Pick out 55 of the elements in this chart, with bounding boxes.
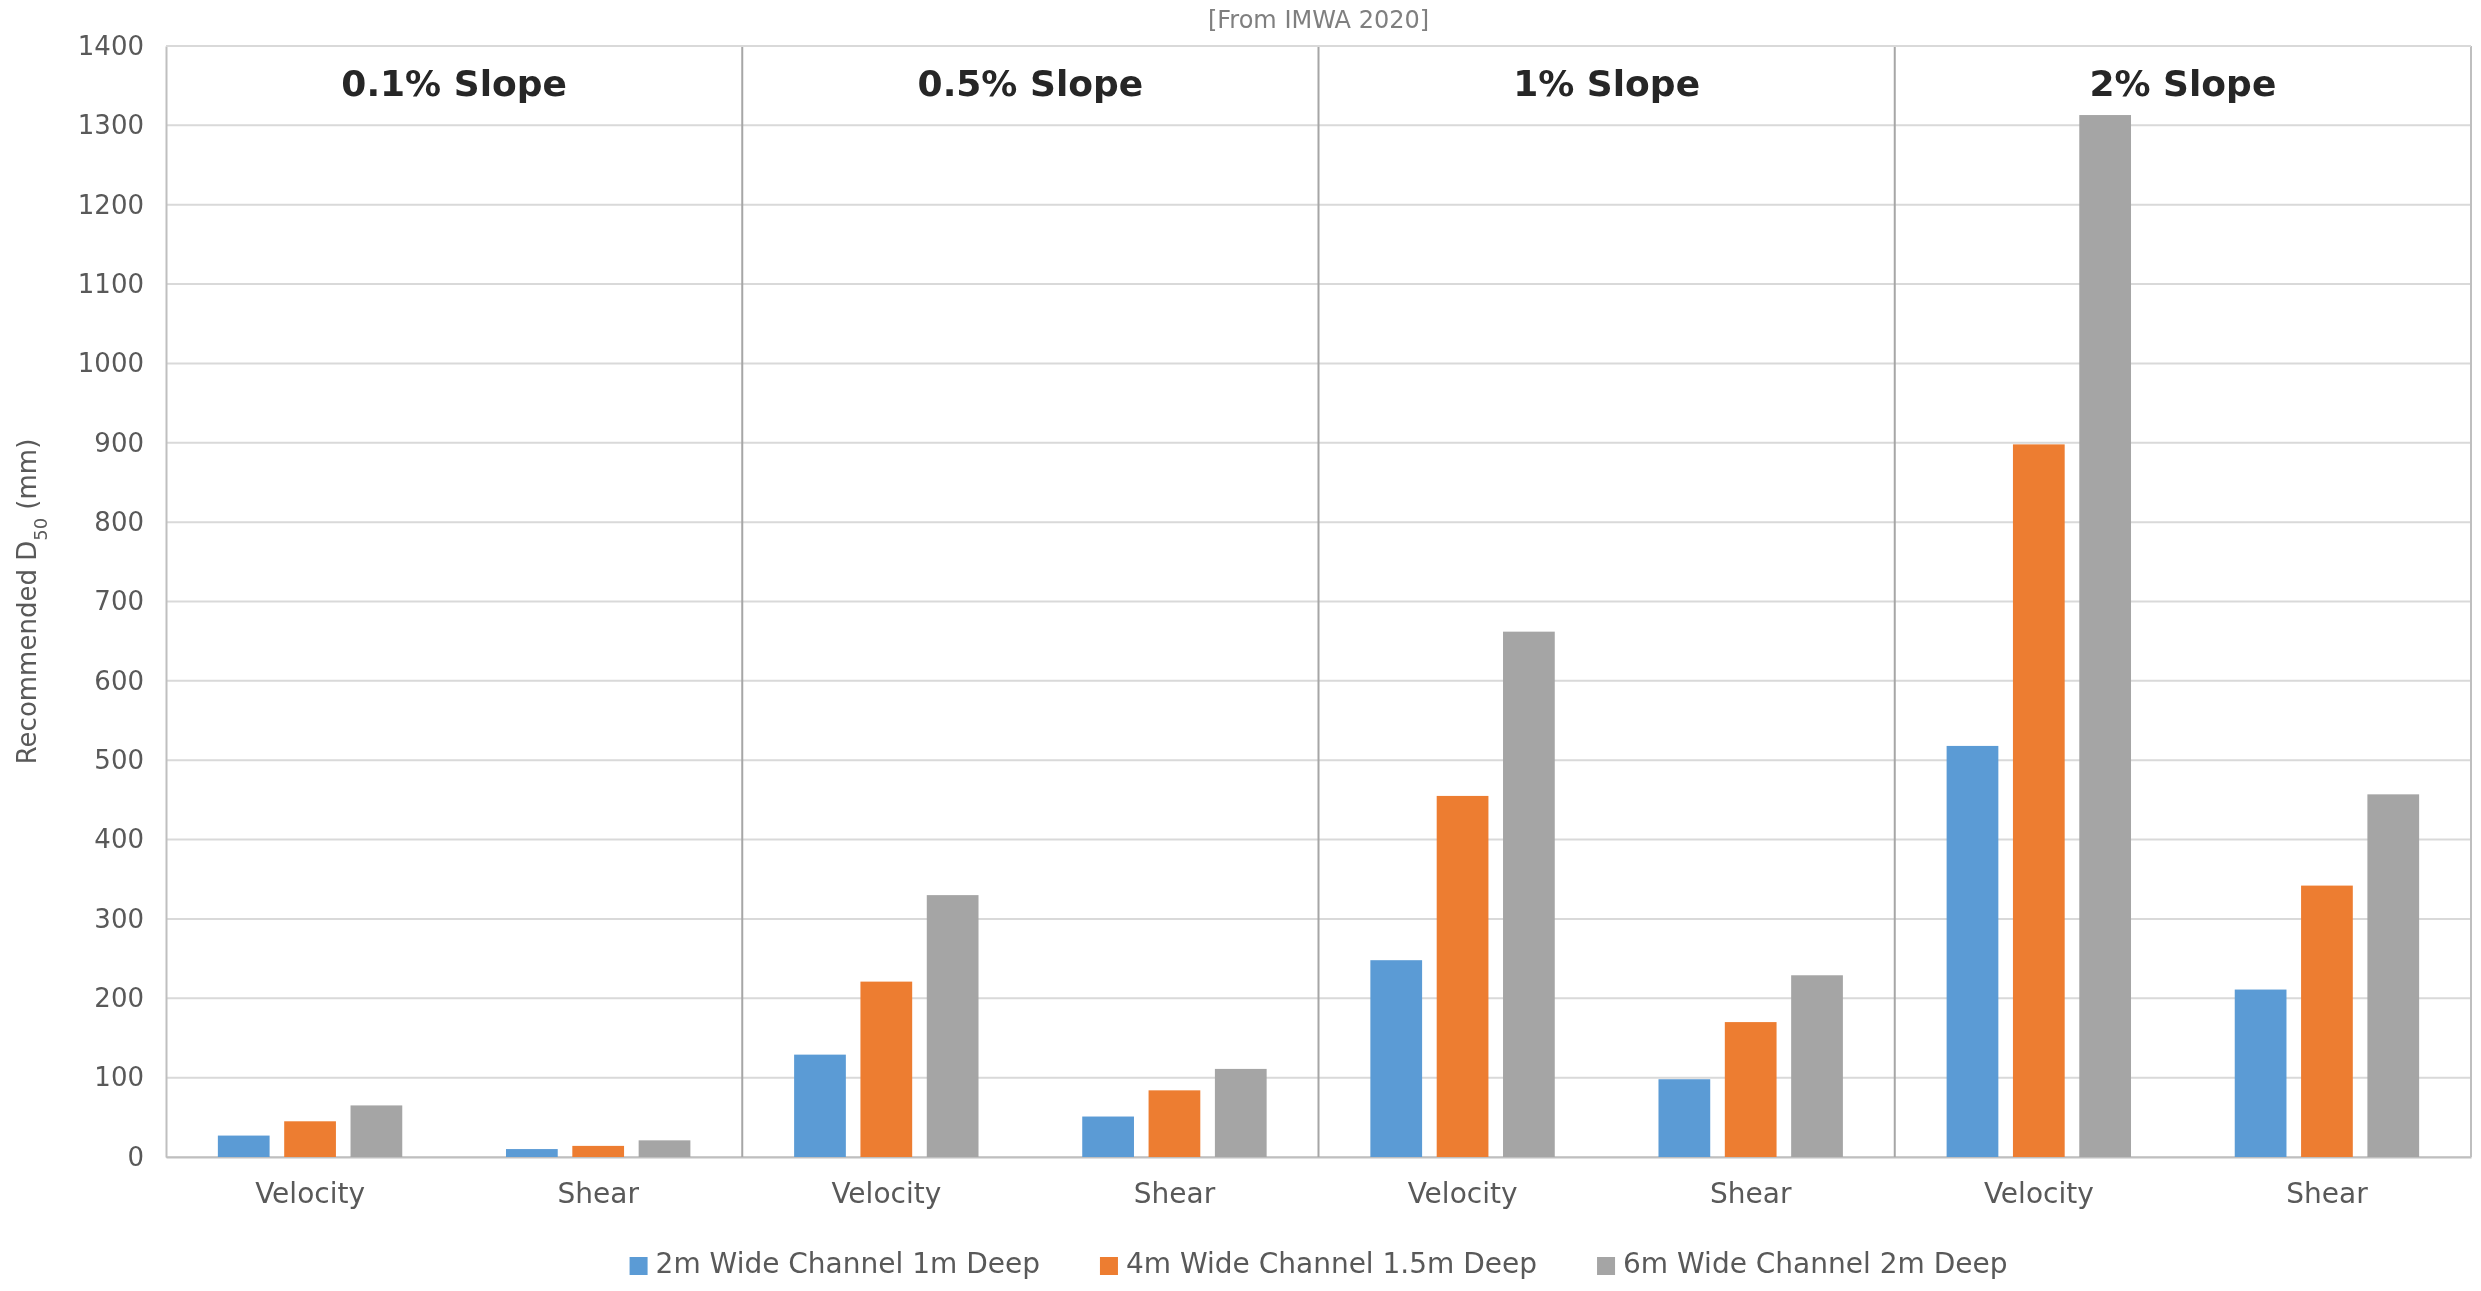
x-tick-label: Velocity bbox=[1983, 1176, 2094, 1210]
y-tick-label: 900 bbox=[94, 427, 144, 458]
x-tick-label: Shear bbox=[1709, 1176, 1792, 1210]
y-tick-label: 500 bbox=[94, 745, 144, 776]
bar bbox=[2012, 444, 2065, 1157]
legend-label: 6m Wide Channel 2m Deep bbox=[1623, 1247, 2008, 1280]
x-tick-label: Shear bbox=[557, 1176, 640, 1210]
x-tick-label: Shear bbox=[1133, 1176, 1216, 1210]
bar bbox=[2079, 115, 2132, 1157]
bar bbox=[926, 895, 979, 1157]
annotation: 0.5% Slope bbox=[917, 63, 1144, 104]
bar bbox=[284, 1121, 336, 1157]
bar bbox=[1148, 1090, 1201, 1157]
annotation: 0.1% Slope bbox=[341, 63, 567, 104]
y-tick-label: 1000 bbox=[77, 348, 144, 379]
text: [From IMWA 2020] bbox=[1207, 6, 1430, 34]
bar bbox=[217, 1135, 270, 1157]
y-tick-label: 1300 bbox=[77, 110, 144, 141]
y-tick-label: 100 bbox=[94, 1062, 144, 1093]
y-tick-label: 600 bbox=[94, 665, 144, 696]
bar bbox=[1658, 1079, 1711, 1157]
bar bbox=[1724, 1022, 1777, 1157]
y-tick-label: 800 bbox=[94, 506, 144, 537]
bar bbox=[794, 1054, 846, 1157]
bar bbox=[1503, 631, 1555, 1157]
y-tick-label: 1100 bbox=[77, 268, 144, 299]
bar bbox=[505, 1149, 558, 1157]
y-tick-label: 200 bbox=[94, 983, 144, 1014]
bar bbox=[1436, 795, 1489, 1157]
bar bbox=[1791, 975, 1843, 1157]
bar bbox=[860, 981, 913, 1157]
bar bbox=[2301, 885, 2353, 1157]
y-tick-label: 1200 bbox=[77, 189, 144, 220]
x-tick-label: Velocity bbox=[1407, 1176, 1518, 1210]
bar bbox=[350, 1105, 403, 1157]
legend-label: 2m Wide Channel 1m Deep bbox=[655, 1247, 1040, 1280]
bar bbox=[1370, 960, 1423, 1157]
x-tick-label: Velocity bbox=[255, 1176, 365, 1210]
x-tick-label: Shear bbox=[2286, 1176, 2369, 1210]
y-tick-label: 1400 bbox=[77, 30, 144, 61]
x-tick-label: Velocity bbox=[831, 1176, 942, 1210]
bar bbox=[638, 1140, 691, 1157]
y-tick-label: 700 bbox=[94, 586, 144, 617]
y-tick-label: 0 bbox=[127, 1141, 144, 1172]
y-tick-label: 300 bbox=[94, 903, 144, 934]
annotation: 2% Slope bbox=[2089, 63, 2277, 104]
annotation: 1% Slope bbox=[1513, 63, 1701, 104]
bar bbox=[572, 1145, 625, 1157]
legend-label: 4m Wide Channel 1.5m Deep bbox=[1125, 1247, 1538, 1280]
y-tick-label: 400 bbox=[94, 824, 144, 855]
bar bbox=[1214, 1068, 1267, 1157]
bar bbox=[2367, 794, 2420, 1157]
bar bbox=[2234, 989, 2287, 1157]
bar bbox=[1946, 745, 1999, 1157]
bar bbox=[1082, 1116, 1134, 1157]
